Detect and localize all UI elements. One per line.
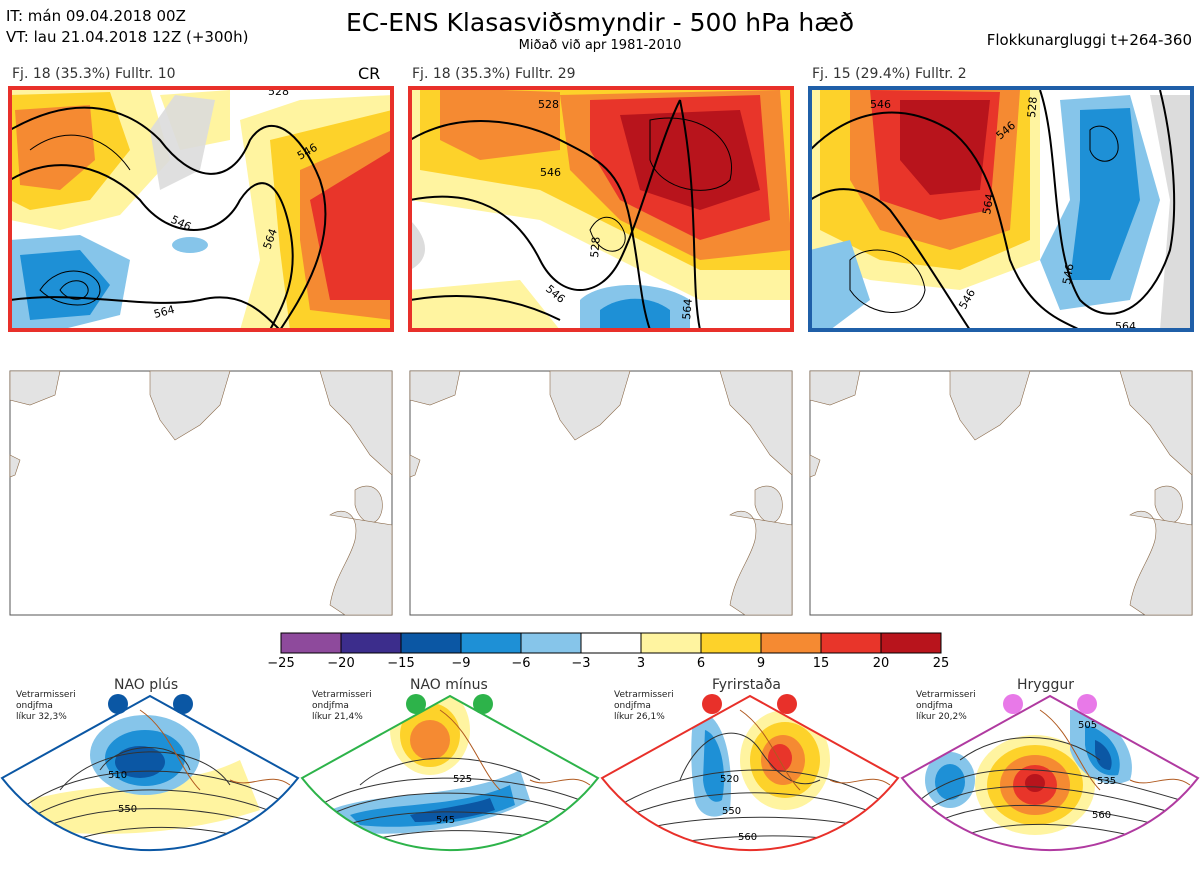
svg-text:510: 510: [108, 770, 127, 781]
regime-map-4: 505 535 560: [902, 696, 1198, 851]
colorbar-swatch: [400, 632, 462, 654]
panel-3-border: [808, 86, 1194, 332]
regime-2-border: [300, 694, 600, 852]
regime-1-dot-right: [173, 694, 193, 714]
empty-map-1: [9, 370, 393, 616]
regime-map-3: 520 550 560: [602, 696, 898, 851]
regime-3-dot-right: [777, 694, 797, 714]
panel-1-tag: CR: [358, 64, 381, 83]
valid-time: VT: lau 21.04.2018 12Z (+300h): [6, 28, 249, 46]
svg-text:546: 546: [1060, 263, 1076, 286]
svg-text:546: 546: [540, 166, 561, 179]
colorbar-swatch: [640, 632, 702, 654]
regime-3-text: Vetrarmisseri ondjfma líkur 26,1%: [614, 690, 674, 722]
regime-maps: 510 550 525 545 565: [0, 694, 1200, 861]
regime-4-dot-left: [1003, 694, 1023, 714]
colorbar-swatch: [820, 632, 882, 654]
svg-text:564: 564: [680, 298, 695, 320]
svg-text:564: 564: [152, 303, 176, 321]
classification-window: Flokkunargluggi t+264-360: [986, 31, 1192, 49]
init-time: IT: mán 09.04.2018 00Z: [6, 7, 186, 25]
regime-4-border: [900, 694, 1200, 852]
regime-1-border: [0, 694, 300, 852]
regime-2-name: NAO mínus: [410, 677, 488, 693]
panel-1-label: Fj. 18 (35.3%) Fulltr. 10: [12, 66, 176, 82]
regime-3-name: Fyrirstaða: [712, 677, 781, 693]
cluster-map-2: 528 546 528 546 564: [410, 88, 792, 330]
colorbar-tick-label: −6: [511, 656, 531, 671]
regime-2-text: Vetrarmisseri ondjfma líkur 21,4%: [312, 690, 372, 722]
colorbar-tick-label: 25: [932, 656, 950, 671]
svg-text:546: 546: [870, 98, 891, 111]
colorbar-tick-label: 9: [756, 656, 766, 671]
regime-4-text: Vetrarmisseri ondjfma líkur 20,2%: [916, 690, 976, 722]
svg-text:505: 505: [1078, 720, 1097, 731]
regime-4-name: Hryggur: [1017, 677, 1074, 693]
page-subtitle: Miðað við apr 1981-2010: [518, 38, 682, 53]
svg-text:560: 560: [738, 832, 757, 843]
cluster-map-3: 546 546 564 546 546 528 564: [810, 88, 1192, 333]
regime-1-dot-left: [108, 694, 128, 714]
header-left: IT: mán 09.04.2018 00Z VT: lau 21.04.201…: [6, 6, 248, 48]
panel-1-border: [8, 86, 394, 332]
regime-map-1: 510 550: [2, 696, 298, 851]
colorbar-swatch: [700, 632, 762, 654]
cluster-maps: 546 546 564 564 528 528 546 528 546 564: [8, 85, 1194, 333]
regime-2-dot-left: [406, 694, 426, 714]
svg-text:528: 528: [1025, 96, 1040, 118]
svg-text:550: 550: [722, 806, 741, 817]
panel-3-label: Fj. 15 (29.4%) Fulltr. 2: [812, 66, 967, 82]
svg-text:525: 525: [453, 774, 472, 785]
page-title: EC-ENS Klasasviðsmyndir - 500 hPa hæð: [345, 8, 855, 37]
colorbar-swatch: [280, 632, 342, 654]
svg-text:528: 528: [588, 236, 603, 258]
svg-text:528: 528: [268, 85, 289, 98]
regime-4-dot-right: [1077, 694, 1097, 714]
regime-1-name: NAO plús: [114, 677, 179, 693]
colorbar-tick-label: −20: [327, 656, 355, 671]
colorbar-tick-label: 15: [812, 656, 830, 671]
svg-text:528: 528: [538, 98, 559, 111]
colorbar-swatch: [580, 632, 642, 654]
empty-maps: [9, 370, 1193, 616]
regime-2-dot-right: [473, 694, 493, 714]
colorbar-tick-label: −15: [387, 656, 415, 671]
colorbar-swatch: [880, 632, 942, 654]
empty-map-2: [409, 370, 793, 616]
colorbar-tick-label: −25: [267, 656, 295, 671]
colorbar-swatch: [760, 632, 822, 654]
svg-text:520: 520: [720, 774, 739, 785]
regime-3-border: [600, 694, 900, 852]
colorbar-tick-label: 6: [696, 656, 706, 671]
svg-text:535: 535: [1097, 776, 1116, 787]
regime-3-dot-left: [702, 694, 722, 714]
regime-map-2: 525 545 565: [302, 696, 598, 861]
svg-text:564: 564: [980, 193, 996, 216]
panel-2-border: [408, 86, 794, 332]
colorbar-tick-label: 3: [636, 656, 646, 671]
svg-text:545: 545: [436, 815, 455, 826]
colorbar-swatch: [340, 632, 402, 654]
empty-map-3: [809, 370, 1193, 616]
svg-text:550: 550: [118, 804, 137, 815]
regime-1-text: Vetrarmisseri ondjfma líkur 32,3%: [16, 690, 76, 722]
colorbar-tick-label: −9: [451, 656, 471, 671]
colorbar-tick-label: −3: [571, 656, 591, 671]
panel-2-label: Fj. 18 (35.3%) Fulltr. 29: [412, 66, 576, 82]
colorbar-swatch: [460, 632, 522, 654]
svg-text:564: 564: [1115, 320, 1136, 333]
svg-text:565: 565: [448, 850, 467, 861]
colorbar-swatch: [520, 632, 582, 654]
svg-text:560: 560: [1092, 810, 1111, 821]
colorbar: [280, 632, 942, 654]
cluster-map-1: 546 546 564 564 528: [10, 85, 392, 330]
colorbar-tick-label: 20: [872, 656, 890, 671]
